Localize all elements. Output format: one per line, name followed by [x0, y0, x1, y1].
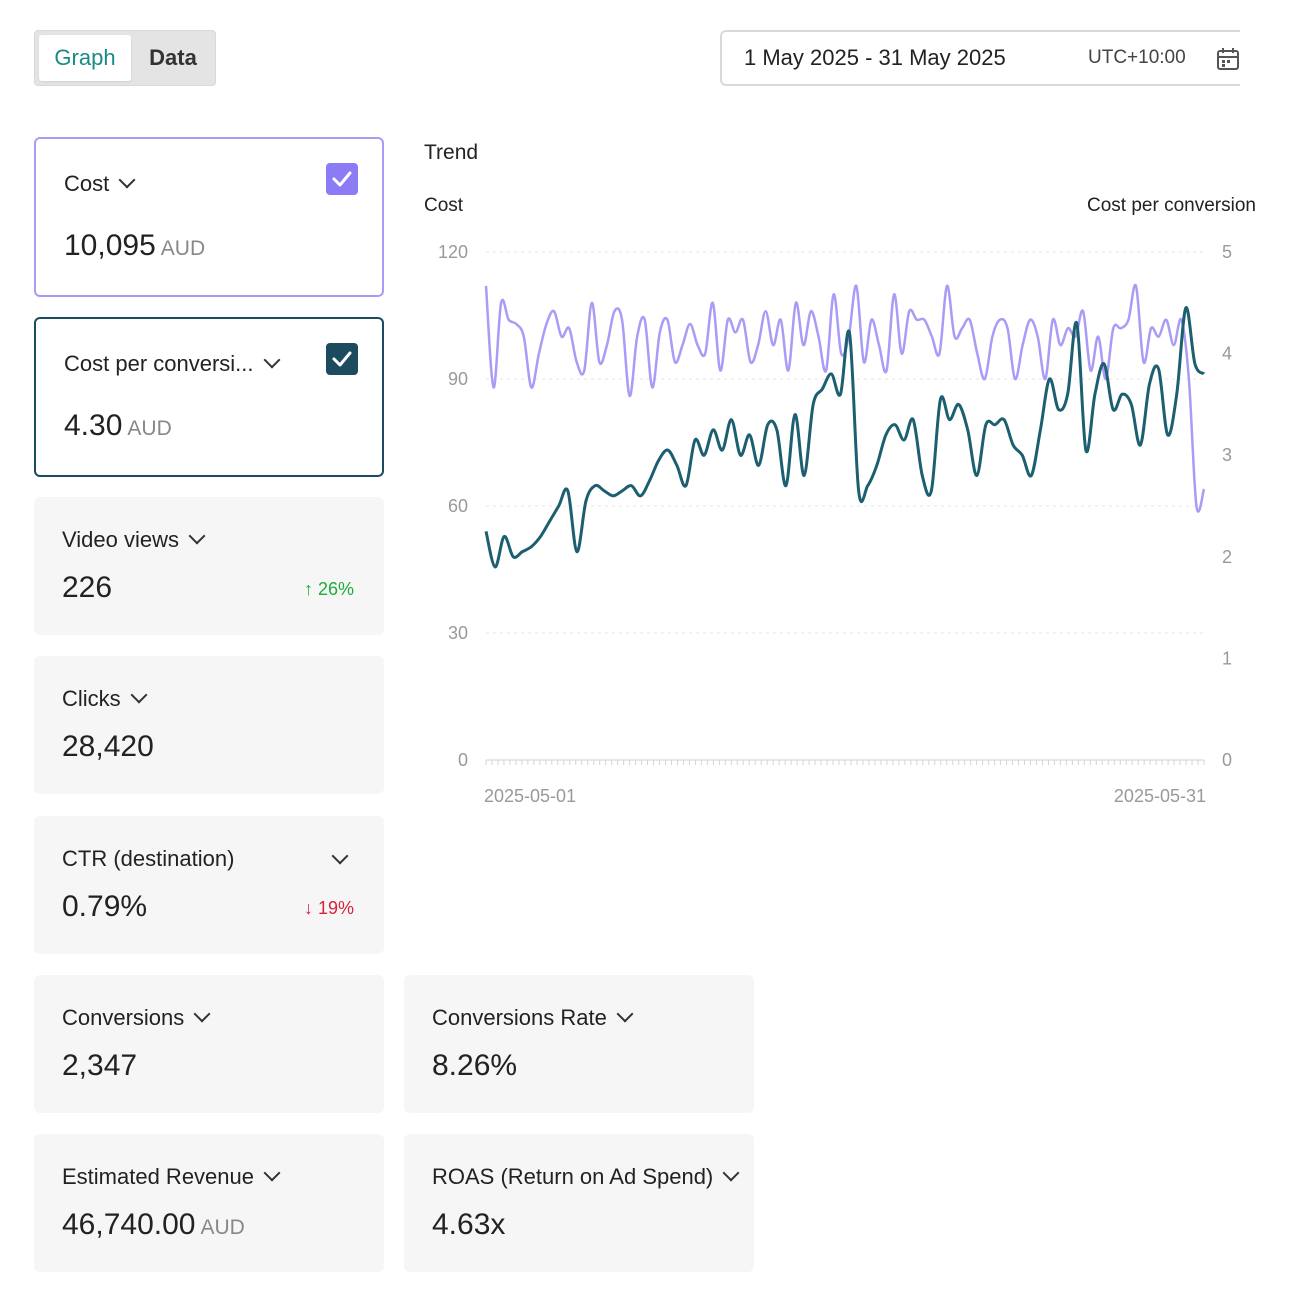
chevron-down-icon[interactable]: [331, 847, 349, 865]
timezone-label: UTC+10:00: [1088, 47, 1186, 68]
y-right-tick-label: 3: [1222, 445, 1232, 465]
right-axis-title: Cost per conversion: [1087, 195, 1256, 216]
metric-value: 0.79%: [62, 890, 148, 923]
view-toggle: Graph Data: [34, 30, 216, 86]
metric-card-cost[interactable]: Cost 10,095 AUD: [34, 137, 384, 297]
chart-title: Trend: [424, 141, 479, 164]
cost-series-line: [484, 283, 1206, 513]
metric-value: 10,095 AUD: [64, 229, 206, 262]
metric-label-dropdown[interactable]: Estimated Revenue: [62, 1164, 281, 1190]
metric-value: 46,740.00 AUD: [62, 1208, 245, 1241]
metric-label-dropdown[interactable]: Video views: [62, 527, 206, 553]
metric-value: 2,347: [62, 1049, 138, 1082]
y-left-tick-label: 0: [458, 750, 468, 770]
chevron-down-icon: [263, 351, 281, 369]
y-left-tick-label: 120: [438, 242, 468, 262]
delta-badge: ↓ 19%: [303, 898, 354, 918]
arrow-down-icon: ↓: [303, 898, 313, 918]
y-left-tick-label: 30: [448, 623, 468, 643]
y-right-tick-label: 2: [1222, 547, 1232, 567]
metric-label-dropdown[interactable]: CTR (destination): [62, 846, 235, 871]
metric-value: 8.26%: [432, 1049, 518, 1082]
metric-card-roas[interactable]: ROAS (Return on Ad Spend) 4.63x: [404, 1134, 754, 1272]
metric-card-estimated-revenue[interactable]: Estimated Revenue 46,740.00 AUD: [34, 1134, 384, 1272]
trend-chart: 0 30 60 90 120 0 1 2 3 4 5 2025-05-01 2025-05-31: [438, 242, 1232, 806]
metric-value: 28,420: [62, 730, 154, 763]
picker-clip: [1240, 0, 1292, 110]
metric-card-clicks[interactable]: Clicks 28,420: [34, 656, 384, 794]
metric-value: 4.63x: [432, 1208, 506, 1241]
chevron-down-icon: [130, 686, 148, 704]
metric-card-cost-per-conversion[interactable]: Cost per conversi... 4.30 AUD: [34, 317, 384, 477]
metric-card-conversions-rate[interactable]: Conversions Rate 8.26%: [404, 975, 754, 1113]
metric-card-conversions[interactable]: Conversions 2,347: [34, 975, 384, 1113]
y-left-tick-label: 60: [448, 496, 468, 516]
metric-card-ctr[interactable]: CTR (destination) 0.79% ↓ 19%: [34, 816, 384, 954]
y-right-tick-label: 4: [1222, 344, 1232, 364]
y-left-tick-label: 90: [448, 369, 468, 389]
chevron-down-icon: [616, 1005, 634, 1023]
y-right-tick-label: 1: [1222, 648, 1232, 668]
x-tick-label: 2025-05-01: [484, 786, 576, 806]
delta-badge: ↑ 26%: [303, 579, 354, 599]
metric-label-dropdown[interactable]: Conversions: [62, 1005, 211, 1031]
x-tick-label: 2025-05-31: [1114, 786, 1206, 806]
date-range-label: 1 May 2025 - 31 May 2025: [744, 45, 1006, 70]
y-right-tick-label: 5: [1222, 242, 1232, 262]
chevron-down-icon: [118, 171, 136, 189]
chevron-down-icon: [188, 527, 206, 545]
chevron-down-icon: [263, 1164, 281, 1182]
checkbox-checked-icon[interactable]: [326, 163, 358, 195]
y-right-tick-label: 0: [1222, 750, 1232, 770]
left-axis-title: Cost: [424, 195, 464, 216]
metric-label-dropdown[interactable]: ROAS (Return on Ad Spend): [432, 1164, 740, 1190]
metric-label-dropdown[interactable]: Cost per conversi...: [64, 351, 281, 377]
calendar-icon[interactable]: [1216, 47, 1240, 71]
metric-label-dropdown[interactable]: Cost: [64, 171, 136, 197]
cost-per-conversion-series-line: [484, 306, 1206, 569]
metric-label-dropdown[interactable]: Conversions Rate: [432, 1005, 634, 1031]
checkbox-checked-icon[interactable]: [326, 343, 358, 375]
chevron-down-icon: [722, 1164, 740, 1182]
metric-value: 4.30 AUD: [64, 409, 172, 442]
chevron-down-icon: [193, 1005, 211, 1023]
graph-tab[interactable]: Graph: [39, 35, 131, 81]
date-range-picker[interactable]: 1 May 2025 - 31 May 2025 UTC+10:00: [720, 30, 1280, 86]
metric-value: 226: [62, 571, 113, 604]
metric-label-dropdown[interactable]: Clicks: [62, 686, 148, 712]
data-tab[interactable]: Data: [149, 45, 197, 70]
arrow-up-icon: ↑: [303, 579, 313, 599]
metric-card-video-views[interactable]: Video views 226 ↑ 26%: [34, 497, 384, 635]
